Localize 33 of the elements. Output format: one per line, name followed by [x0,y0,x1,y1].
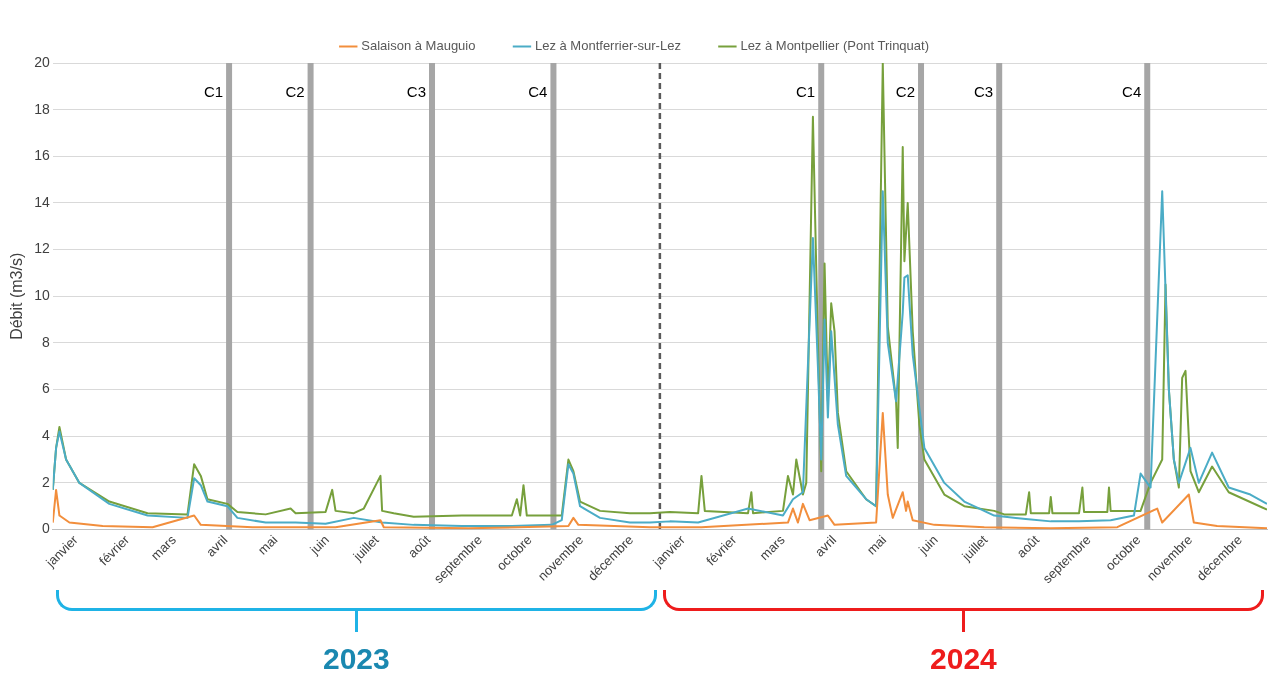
y-axis-title: Débit (m3/s) [8,252,26,340]
legend-label: Lez à Montferrier-sur-Lez [534,38,681,54]
ref-line-label: C4 [528,83,548,101]
legend-label: Lez à Montpellier (Pont Trinquat) [740,38,930,54]
x-tick-label: juin [915,532,941,558]
y-tick-label: 14 [34,193,50,210]
x-tick-label: août [1013,531,1043,561]
text: 2024 [930,642,997,676]
y-tick-label: 20 [34,53,50,70]
ref-line-label: C3 [406,83,427,101]
y-tick-label: 0 [41,520,50,537]
x-tick-label: mai [863,532,890,558]
y-tick-label: 6 [41,380,50,397]
ref-line-label: C1 [796,83,816,101]
text: 2023 [322,642,390,676]
ref-line-label: C4 [1122,83,1142,101]
y-tick-label: 4 [41,427,50,444]
ref-line-label: C2 [895,83,916,101]
x-tick-label: mai [254,532,281,558]
y-tick-label: 8 [41,333,50,350]
legend-label: Salaison à Mauguio [361,38,476,54]
x-tick-label: avril [202,532,231,560]
y-tick-label: 18 [34,100,50,117]
x-tick-label: juin [306,532,332,558]
ref-line-label: C2 [285,83,305,101]
ref-line-label: C3 [974,83,994,101]
y-tick-label: 12 [34,240,50,257]
y-tick-label: 10 [34,287,50,304]
ref-line-label: C1 [203,83,224,101]
y-tick-label: 2 [41,473,50,490]
x-tick-label: avril [811,532,840,560]
x-tick-label: août [404,531,434,561]
y-tick-label: 16 [34,147,50,164]
